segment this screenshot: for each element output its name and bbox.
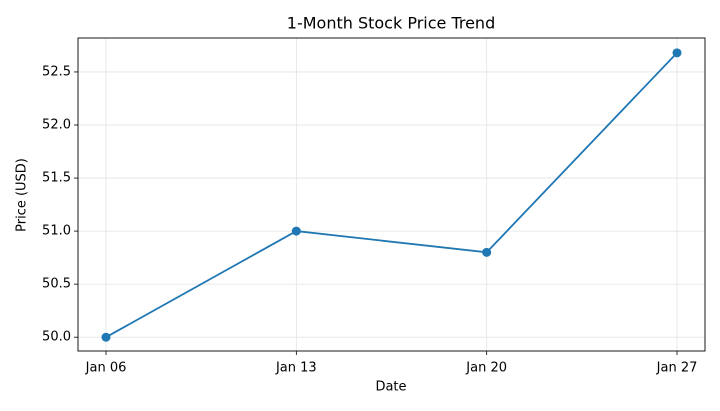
x-tick-label: Jan 20 (465, 361, 507, 376)
x-axis-label: Date (375, 380, 406, 395)
data-point (101, 332, 111, 342)
x-tick-label: Jan 06 (85, 361, 127, 376)
data-point (482, 247, 492, 257)
y-tick-label: 50.5 (42, 277, 71, 292)
price-line (105, 52, 678, 338)
y-tick-label: 50.0 (42, 330, 71, 345)
x-tick-label: Jan 27 (656, 361, 698, 376)
plot-frame (77, 37, 706, 352)
chart-title: 1-Month Stock Price Trend (287, 14, 495, 33)
y-tick-label: 51.5 (42, 171, 71, 186)
data-point (291, 226, 301, 236)
data-point (672, 48, 682, 58)
y-tick-label: 52.5 (42, 64, 71, 79)
x-tick-label: Jan 13 (275, 361, 317, 376)
y-tick-label: 52.0 (42, 118, 71, 133)
y-axis-label: Price (USD) (15, 158, 30, 232)
y-tick-label: 51.0 (42, 224, 71, 239)
